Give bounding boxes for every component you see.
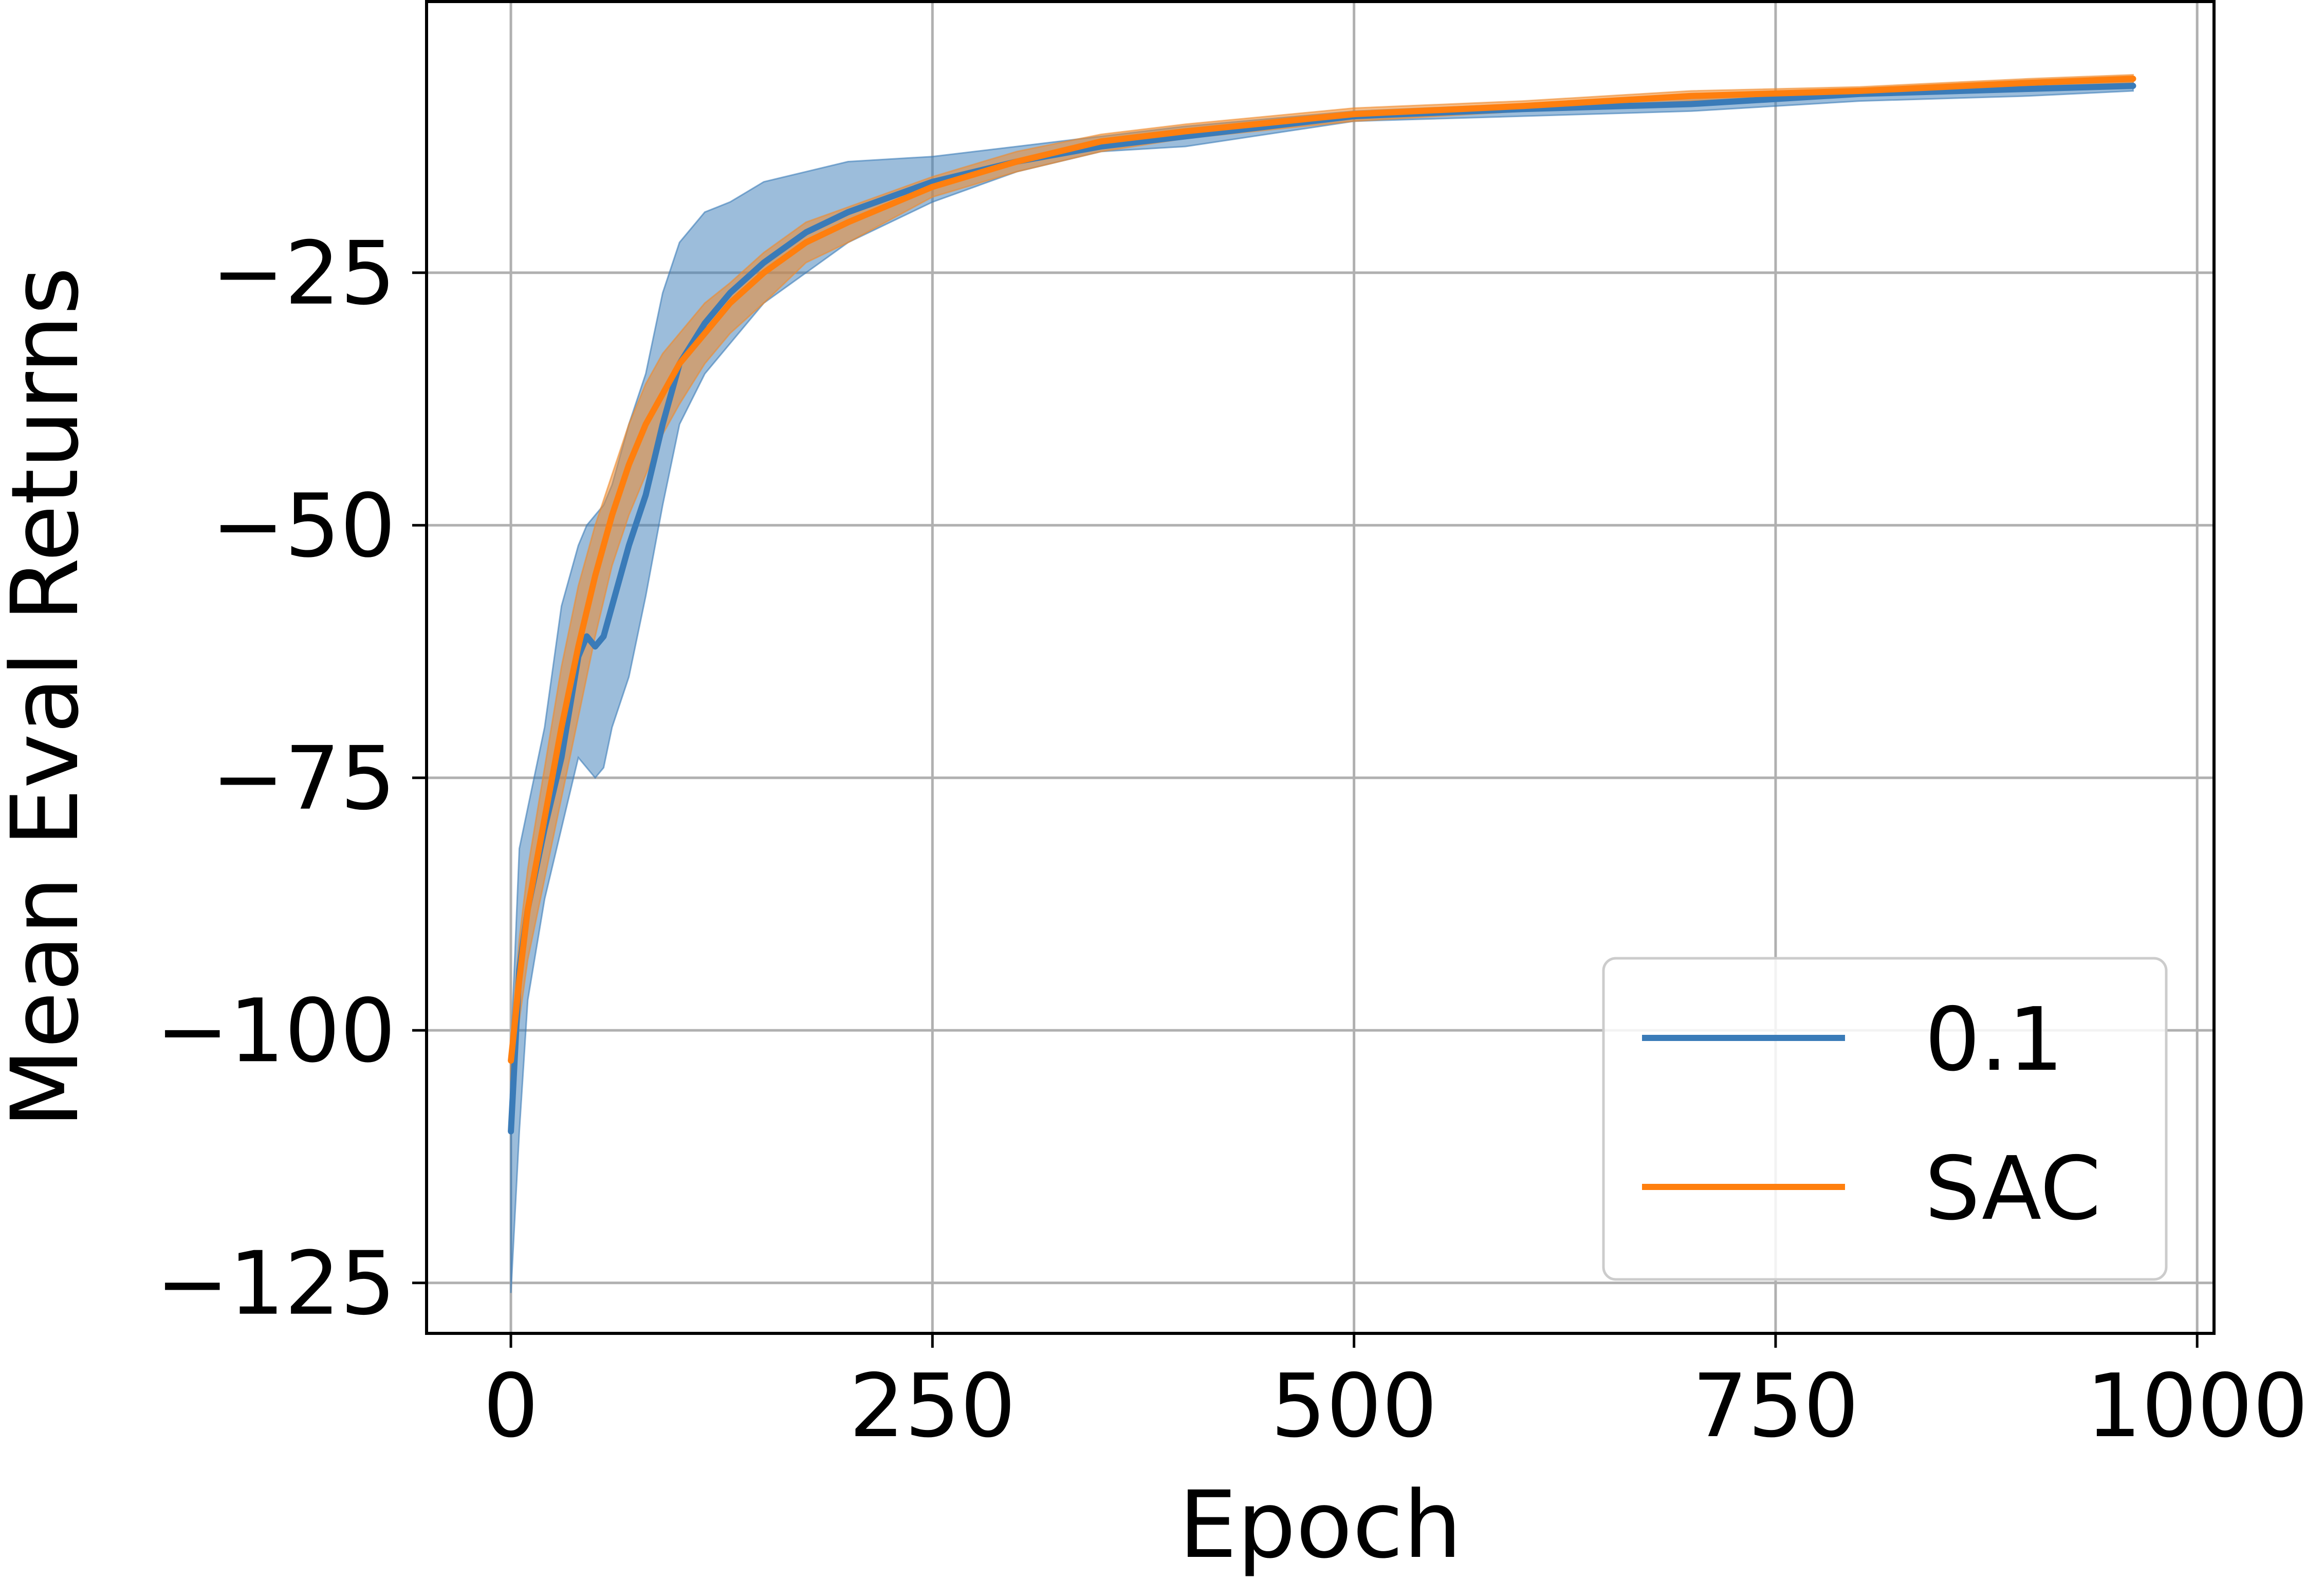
plot-frame: [425, 0, 2216, 1335]
y-tick-label--75: −75: [211, 728, 396, 830]
x-axis-title: Epoch: [1178, 1472, 1462, 1577]
y-axis-title: Mean Eval Returns: [0, 267, 99, 1128]
y-tick-label--125: −125: [156, 1233, 396, 1335]
x-tick-label-0: 0: [483, 1355, 539, 1457]
y-tick-label--100: −100: [156, 980, 396, 1082]
x-axis-ticks: 0 250 500 750 1000: [483, 1333, 2309, 1457]
legend-label-0.1: 0.1: [1925, 989, 2063, 1091]
series-lines: [508, 76, 2136, 1135]
legend: 0.1 SAC: [1602, 957, 2168, 1281]
x-tick-label-750: 750: [1692, 1355, 1859, 1457]
legend-label-sac: SAC: [1925, 1138, 2101, 1240]
y-tick-label--50: −50: [211, 475, 396, 577]
y-tick-label--25: −25: [211, 223, 396, 325]
x-tick-label-500: 500: [1270, 1355, 1437, 1457]
x-tick-label-250: 250: [849, 1355, 1016, 1457]
series-line-sac: [508, 76, 2136, 1064]
grid-lines: [427, 0, 2214, 1333]
x-tick-label-1000: 1000: [2086, 1355, 2309, 1457]
y-axis-ticks: −125 −100 −75 −50 −25: [156, 223, 427, 1335]
